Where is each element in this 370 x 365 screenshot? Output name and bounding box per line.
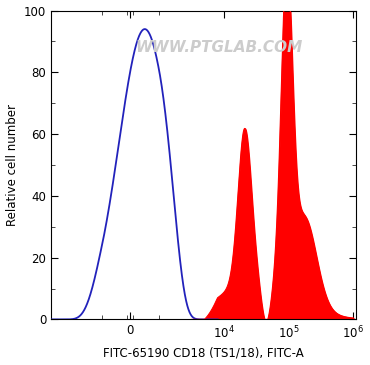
- X-axis label: FITC-65190 CD18 (TS1/18), FITC-A: FITC-65190 CD18 (TS1/18), FITC-A: [103, 346, 304, 360]
- Text: WWW.PTGLAB.COM: WWW.PTGLAB.COM: [135, 40, 303, 55]
- Y-axis label: Relative cell number: Relative cell number: [6, 104, 18, 226]
